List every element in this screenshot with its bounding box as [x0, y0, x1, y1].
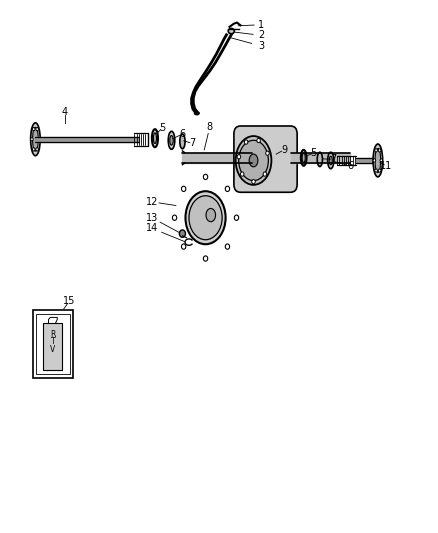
Circle shape	[234, 215, 238, 220]
Text: 6: 6	[346, 161, 353, 171]
Circle shape	[181, 244, 185, 249]
Text: 6: 6	[179, 129, 185, 139]
Ellipse shape	[188, 196, 222, 240]
Ellipse shape	[153, 133, 156, 143]
Text: 12: 12	[145, 197, 158, 207]
Bar	[36, 314, 70, 374]
Ellipse shape	[228, 28, 234, 34]
Bar	[33, 310, 73, 378]
Ellipse shape	[235, 136, 271, 185]
Text: V: V	[50, 345, 55, 354]
Ellipse shape	[317, 152, 322, 166]
Ellipse shape	[180, 134, 184, 149]
Bar	[43, 323, 62, 370]
Circle shape	[379, 159, 382, 162]
Text: T: T	[50, 337, 55, 346]
Circle shape	[244, 140, 247, 144]
Text: 5: 5	[310, 148, 316, 158]
Circle shape	[225, 244, 229, 249]
Circle shape	[240, 172, 244, 176]
Circle shape	[372, 159, 375, 162]
Text: 13: 13	[145, 213, 158, 223]
Ellipse shape	[300, 150, 306, 166]
Ellipse shape	[152, 129, 158, 147]
Text: 4: 4	[61, 107, 67, 117]
Circle shape	[374, 169, 377, 172]
Circle shape	[374, 149, 377, 152]
Ellipse shape	[249, 154, 257, 167]
Circle shape	[262, 172, 266, 176]
Text: R: R	[50, 330, 56, 339]
Text: 3: 3	[257, 41, 263, 51]
Text: 1: 1	[257, 20, 263, 30]
Ellipse shape	[238, 140, 268, 181]
Circle shape	[225, 186, 229, 191]
Text: 11: 11	[379, 161, 392, 171]
Ellipse shape	[194, 112, 198, 115]
Ellipse shape	[170, 135, 173, 145]
Ellipse shape	[31, 123, 40, 156]
Ellipse shape	[328, 156, 332, 165]
Circle shape	[203, 174, 207, 180]
Text: 14: 14	[145, 223, 158, 233]
Circle shape	[32, 127, 35, 131]
Text: 9: 9	[280, 145, 286, 155]
Circle shape	[31, 138, 33, 141]
Ellipse shape	[185, 191, 225, 244]
Text: 15: 15	[63, 296, 75, 306]
Text: 5: 5	[159, 123, 166, 133]
Circle shape	[181, 186, 185, 191]
Circle shape	[256, 139, 260, 143]
Circle shape	[237, 155, 240, 159]
Circle shape	[172, 215, 177, 220]
Circle shape	[38, 138, 40, 141]
Text: 7: 7	[189, 139, 195, 149]
Circle shape	[32, 148, 35, 151]
Ellipse shape	[374, 149, 380, 172]
Circle shape	[378, 169, 380, 172]
Ellipse shape	[372, 144, 382, 177]
Text: 8: 8	[206, 122, 212, 132]
Circle shape	[203, 256, 207, 261]
Circle shape	[265, 151, 268, 155]
Circle shape	[36, 148, 39, 151]
Ellipse shape	[327, 152, 333, 168]
Ellipse shape	[168, 131, 174, 149]
FancyBboxPatch shape	[233, 126, 297, 192]
Circle shape	[179, 230, 185, 237]
Circle shape	[251, 180, 254, 184]
Ellipse shape	[205, 208, 215, 222]
Ellipse shape	[301, 153, 304, 163]
Text: 7: 7	[330, 155, 336, 164]
Text: 2: 2	[257, 30, 264, 41]
Circle shape	[36, 127, 39, 131]
Circle shape	[378, 149, 380, 152]
Ellipse shape	[32, 127, 38, 151]
